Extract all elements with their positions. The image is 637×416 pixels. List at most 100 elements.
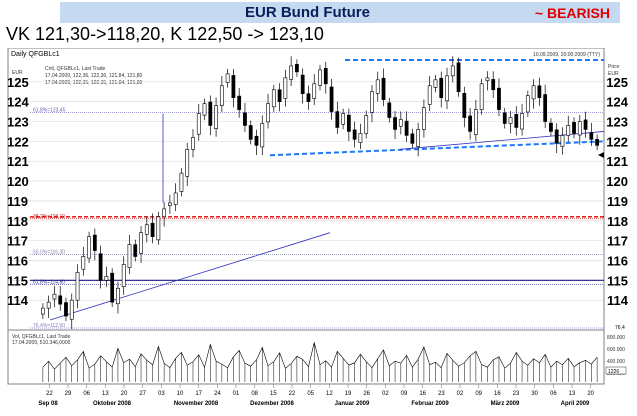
price-tick-right: 120 (606, 174, 628, 189)
price-tick-right: 125 (606, 75, 628, 90)
candle-body (121, 264, 126, 287)
candle-body (456, 62, 461, 93)
day-tick-label: 22 (46, 391, 53, 397)
price-panel-frame (7, 48, 605, 331)
volume-axis-tick: 400.000 (607, 359, 625, 365)
candle-body (208, 101, 213, 126)
candle-body (139, 232, 143, 254)
candle-body (577, 121, 582, 136)
candle-body (271, 89, 276, 108)
day-tick-label: 10 (177, 391, 184, 397)
candle-body (266, 103, 270, 123)
candle-body (110, 272, 115, 303)
candle-body (433, 79, 438, 88)
day-tick-label: 15 (270, 391, 277, 397)
candle-body (589, 132, 594, 140)
volume-label: Vol, QFGBLc1, Last Trade (12, 334, 71, 340)
day-tick-label: 09 (475, 391, 482, 397)
candle-body (312, 83, 317, 99)
last-price-arrow (598, 152, 604, 158)
panel-timestamp: 10.09.2009, 20:00:2009 (TTY) (533, 52, 600, 58)
volume-panel-frame (7, 329, 605, 385)
price-tick-left: 123 (7, 115, 29, 130)
month-label: März 2009 (491, 401, 520, 407)
candle-body (295, 64, 299, 73)
uptrend-line (49, 232, 331, 321)
candle-body (289, 65, 294, 80)
day-tick-label: 23 (438, 391, 445, 397)
candle-body (46, 301, 51, 309)
day-tick-label: 02 (382, 391, 389, 397)
candle-body (306, 93, 311, 102)
volume-marker-box (605, 366, 627, 375)
price-tick-right: 115 (607, 273, 628, 288)
volume-axis-tick: 600.000 (607, 347, 625, 353)
price-tick-left: 115 (7, 273, 28, 288)
candle-body (87, 236, 91, 259)
candle-body (346, 114, 351, 132)
candle-body (150, 222, 155, 237)
trend-label: ~ BEARISH (534, 5, 610, 21)
candle-body (445, 75, 449, 102)
candle-body (318, 69, 322, 86)
candle-body (243, 112, 247, 126)
panel-label: Daily QFGBLc1 (11, 51, 60, 58)
last-price-marker (598, 152, 604, 158)
price-targets-headline: VK 121,30->118,20, K 122,50 -> 123,10 (6, 24, 324, 44)
candle-body (422, 107, 426, 130)
fib-level-label: 76,4%=112,60 (33, 323, 65, 329)
day-tick-label: 09 (401, 391, 408, 397)
price-tick-right: 121 (606, 154, 628, 169)
volume-legend: 17.04.2009, 510.346,0000 (12, 340, 71, 346)
price-tick-right: 118 (607, 214, 628, 229)
price-tick-left: 120 (7, 174, 29, 189)
title-banner: EUR Bund Future ~ BEARISH (60, 2, 620, 23)
candle-body (168, 202, 172, 206)
candle-body (387, 102, 392, 118)
legend-line: 17.04.2009, 122,35, 122,35, 121,84, 121,… (45, 80, 143, 86)
candle-body (219, 85, 224, 106)
candlestick-chart: Daily QFGBLc1 10.09.2009, 20:00:2009 (TT… (7, 48, 629, 407)
day-tick-label: 20 (587, 391, 594, 397)
candle-body (410, 133, 415, 144)
candle-body (260, 123, 265, 148)
candle-body (485, 77, 490, 81)
day-tick-label: 13 (569, 391, 576, 397)
candle-body (364, 115, 369, 134)
candle-body (173, 192, 178, 205)
candle-body (416, 129, 421, 147)
volume-line (42, 342, 598, 370)
fib-level-label: 61,8%=114,80 (33, 279, 65, 285)
candle-body (370, 91, 374, 113)
candle-body (277, 89, 282, 102)
corner-value: 76,4 (615, 325, 625, 331)
price-tick-left: 121 (7, 154, 29, 169)
legend-line: 17.04.2009, 122,36, 122,36, 121,84, 121,… (45, 73, 143, 79)
day-tick-label: 16 (419, 391, 426, 397)
price-tick-left: 119 (7, 194, 28, 209)
candle-body (398, 119, 403, 127)
candle-body (116, 287, 120, 305)
candle-body (468, 115, 472, 132)
candle-body (58, 295, 63, 305)
candle-body (156, 216, 161, 241)
day-tick-label: 05 (307, 391, 314, 397)
price-tick-left: 125 (7, 75, 29, 90)
legend-line: Cntl, QFGBLc1, Last Trade (45, 66, 106, 72)
candle-body (81, 256, 86, 270)
price-tick-right: 119 (607, 194, 628, 209)
price-axis-label: Price (608, 64, 620, 70)
candle-body (335, 111, 340, 128)
day-tick-label: 12 (326, 391, 333, 397)
candle-body (92, 234, 97, 251)
day-tick-label: 30 (531, 391, 538, 397)
candle-body (98, 253, 103, 281)
candle-body (202, 103, 207, 116)
candle-body (231, 75, 236, 98)
day-tick-label: 03 (158, 391, 165, 397)
candle-body (393, 117, 397, 130)
candle-body (358, 133, 363, 143)
candle-body (404, 120, 409, 136)
month-label: Sep 08 (38, 401, 58, 407)
currency-axis-label: EUR (608, 71, 619, 77)
